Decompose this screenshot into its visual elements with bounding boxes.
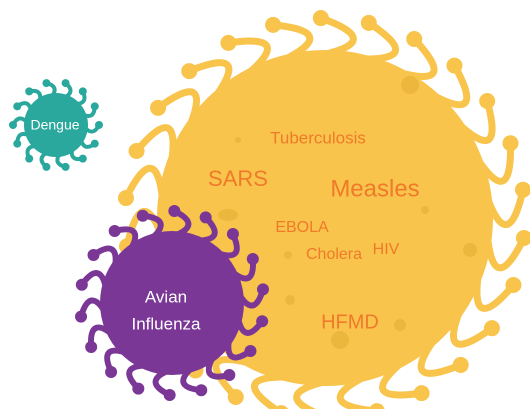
- disease-label: HIV: [373, 241, 400, 258]
- spike-knob: [247, 253, 259, 265]
- spike-knob: [105, 366, 117, 378]
- spike-knob: [220, 35, 236, 51]
- spike-knob: [132, 383, 144, 395]
- spike-knob: [75, 311, 87, 323]
- spike-knob: [313, 10, 329, 26]
- spike-knob: [25, 155, 33, 163]
- spike-knob: [13, 140, 21, 148]
- spike-knob: [168, 205, 180, 217]
- spike-knob: [118, 190, 134, 206]
- spike-knob: [137, 210, 149, 222]
- spike-knob: [88, 249, 100, 261]
- spike-knob: [223, 369, 235, 381]
- spike-knob: [361, 15, 377, 31]
- spike-knob: [502, 135, 518, 151]
- spike-stalk: [254, 377, 289, 409]
- spike-knob: [95, 121, 103, 129]
- spike-knob: [227, 228, 239, 240]
- spike-knob: [62, 79, 70, 87]
- spike-knob: [200, 211, 212, 223]
- spike-knob: [414, 385, 430, 401]
- spike-knob: [91, 102, 99, 110]
- spike-knob: [484, 320, 500, 336]
- disease-label: Measles: [330, 175, 419, 202]
- spike-knob: [244, 345, 256, 357]
- spike-knob: [129, 143, 145, 159]
- spike-knob: [181, 63, 197, 79]
- virus-label: Dengue: [30, 117, 79, 133]
- spike-knob: [25, 87, 33, 95]
- virus-label: Avian: [145, 287, 187, 306]
- spike-knob: [453, 357, 469, 373]
- spike-knob: [505, 277, 521, 293]
- spike-knob: [256, 315, 268, 327]
- spike-knob: [42, 163, 50, 171]
- spike-knob: [79, 87, 87, 95]
- spike-knob: [9, 121, 17, 129]
- disease-label: EBOLA: [275, 219, 329, 236]
- virus-label: Influenza: [132, 314, 202, 333]
- spike-knob: [515, 182, 530, 198]
- spike-knob: [406, 31, 422, 47]
- virus-illustration: Tuberculosis SARS Measles EBOLA Cholera …: [0, 0, 530, 409]
- spike-knob: [446, 58, 462, 74]
- spike-knob: [76, 279, 88, 291]
- spike-knob: [257, 283, 269, 295]
- spike-knob: [85, 341, 97, 353]
- spike-knob: [164, 389, 176, 401]
- spike-knob: [42, 79, 50, 87]
- spike-knob: [109, 225, 121, 237]
- disease-label: Tuberculosis: [270, 128, 366, 147]
- spike-knob: [195, 384, 207, 396]
- spike-knob: [91, 140, 99, 148]
- spike-knob: [13, 102, 21, 110]
- spike-knob: [228, 389, 244, 405]
- disease-label: SARS: [208, 166, 268, 191]
- spike-knob: [369, 403, 385, 409]
- disease-label: HFMD: [321, 311, 379, 333]
- spike-knob: [265, 17, 281, 33]
- disease-label: Cholera: [306, 246, 362, 263]
- spike-knob: [62, 163, 70, 171]
- spike-knob: [150, 100, 166, 116]
- spike-knob: [79, 155, 87, 163]
- spike-knob: [479, 93, 495, 109]
